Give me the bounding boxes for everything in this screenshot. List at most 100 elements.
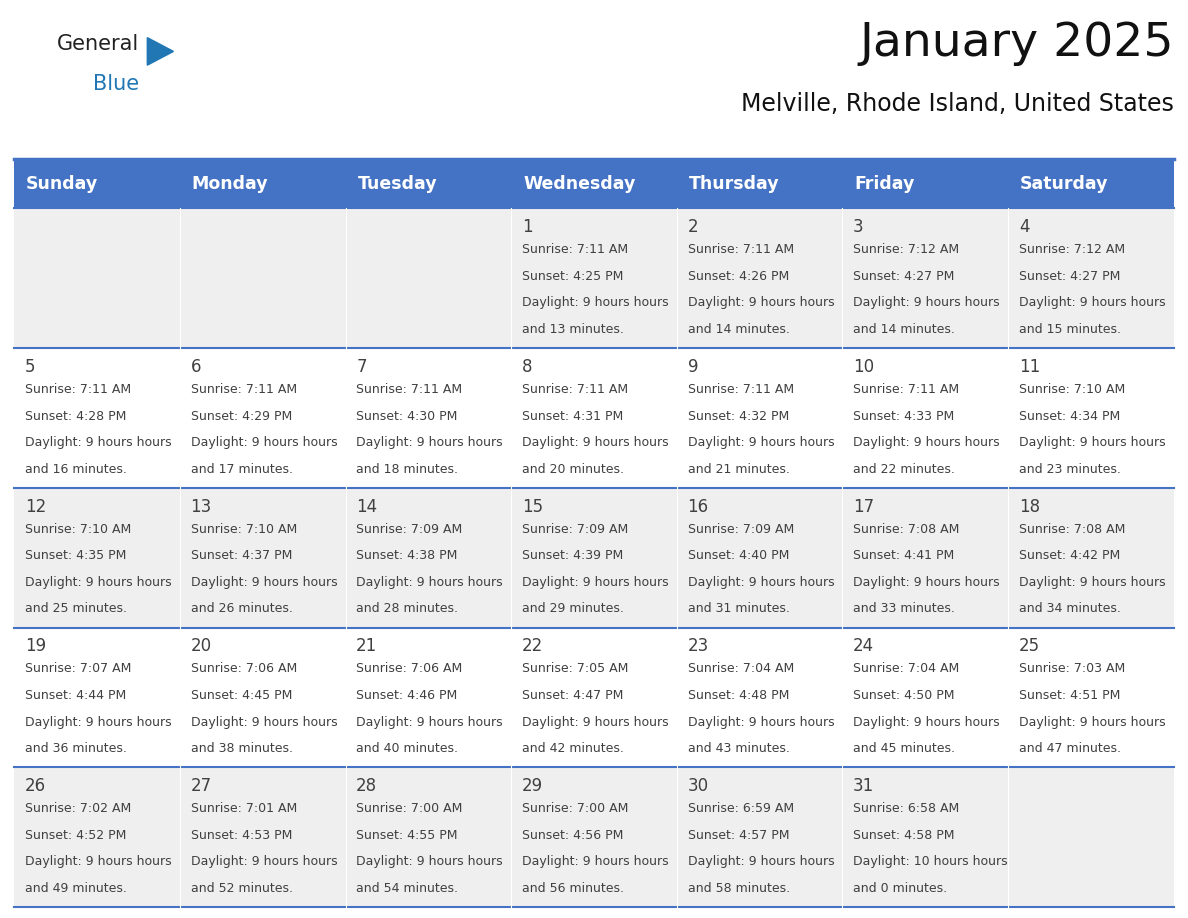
Text: Daylight: 9 hours hours: Daylight: 9 hours hours	[522, 436, 669, 449]
FancyBboxPatch shape	[179, 208, 346, 348]
Text: Sunset: 4:56 PM: Sunset: 4:56 PM	[522, 829, 624, 842]
Text: 21: 21	[356, 637, 378, 655]
Text: and 45 minutes.: and 45 minutes.	[853, 742, 955, 756]
Text: Sunrise: 7:01 AM: Sunrise: 7:01 AM	[190, 802, 297, 815]
Text: Daylight: 10 hours hours: Daylight: 10 hours hours	[853, 856, 1007, 868]
Text: Sunset: 4:50 PM: Sunset: 4:50 PM	[853, 689, 955, 702]
Text: Daylight: 9 hours hours: Daylight: 9 hours hours	[522, 856, 669, 868]
Text: and 43 minutes.: and 43 minutes.	[688, 742, 789, 756]
Text: and 0 minutes.: and 0 minutes.	[853, 882, 947, 895]
Text: 20: 20	[190, 637, 211, 655]
Text: Sunrise: 7:12 AM: Sunrise: 7:12 AM	[853, 243, 959, 256]
Text: Sunset: 4:32 PM: Sunset: 4:32 PM	[688, 409, 789, 422]
Text: 5: 5	[25, 358, 36, 375]
Text: Sunset: 4:35 PM: Sunset: 4:35 PM	[25, 549, 126, 563]
Text: 18: 18	[1019, 498, 1040, 516]
Text: Daylight: 9 hours hours: Daylight: 9 hours hours	[356, 576, 503, 588]
Text: Sunset: 4:30 PM: Sunset: 4:30 PM	[356, 409, 457, 422]
Text: Sunset: 4:57 PM: Sunset: 4:57 PM	[688, 829, 789, 842]
Text: Sunset: 4:42 PM: Sunset: 4:42 PM	[1019, 549, 1120, 563]
FancyBboxPatch shape	[677, 348, 842, 487]
Text: Daylight: 9 hours hours: Daylight: 9 hours hours	[522, 297, 669, 309]
FancyBboxPatch shape	[346, 487, 511, 628]
Text: and 49 minutes.: and 49 minutes.	[25, 882, 127, 895]
Text: Daylight: 9 hours hours: Daylight: 9 hours hours	[688, 297, 834, 309]
Text: and 36 minutes.: and 36 minutes.	[25, 742, 127, 756]
Text: and 56 minutes.: and 56 minutes.	[522, 882, 624, 895]
Text: 14: 14	[356, 498, 378, 516]
Text: Sunrise: 7:11 AM: Sunrise: 7:11 AM	[853, 383, 959, 396]
FancyBboxPatch shape	[1009, 159, 1174, 208]
Text: Sunset: 4:39 PM: Sunset: 4:39 PM	[522, 549, 624, 563]
Text: Sunrise: 7:10 AM: Sunrise: 7:10 AM	[25, 522, 131, 536]
FancyBboxPatch shape	[346, 348, 511, 487]
Text: Sunset: 4:46 PM: Sunset: 4:46 PM	[356, 689, 457, 702]
Text: 19: 19	[25, 637, 46, 655]
Text: Sunset: 4:27 PM: Sunset: 4:27 PM	[853, 270, 954, 283]
Text: and 52 minutes.: and 52 minutes.	[190, 882, 292, 895]
Text: Sunset: 4:51 PM: Sunset: 4:51 PM	[1019, 689, 1120, 702]
Text: Daylight: 9 hours hours: Daylight: 9 hours hours	[190, 715, 337, 729]
Text: Daylight: 9 hours hours: Daylight: 9 hours hours	[522, 576, 669, 588]
Text: and 58 minutes.: and 58 minutes.	[688, 882, 790, 895]
Text: Sunset: 4:31 PM: Sunset: 4:31 PM	[522, 409, 624, 422]
FancyBboxPatch shape	[677, 628, 842, 767]
Text: and 14 minutes.: and 14 minutes.	[853, 323, 955, 336]
Text: 30: 30	[688, 777, 708, 795]
Text: and 14 minutes.: and 14 minutes.	[688, 323, 789, 336]
Text: Daylight: 9 hours hours: Daylight: 9 hours hours	[1019, 576, 1165, 588]
Text: 12: 12	[25, 498, 46, 516]
Text: Daylight: 9 hours hours: Daylight: 9 hours hours	[356, 856, 503, 868]
Text: Sunrise: 7:08 AM: Sunrise: 7:08 AM	[1019, 522, 1125, 536]
Text: 3: 3	[853, 218, 864, 236]
Text: 22: 22	[522, 637, 543, 655]
Text: 11: 11	[1019, 358, 1040, 375]
FancyBboxPatch shape	[1009, 628, 1174, 767]
Text: Sunrise: 7:04 AM: Sunrise: 7:04 AM	[688, 663, 794, 676]
Text: and 15 minutes.: and 15 minutes.	[1019, 323, 1120, 336]
FancyBboxPatch shape	[677, 208, 842, 348]
Text: Friday: Friday	[854, 174, 915, 193]
FancyBboxPatch shape	[14, 767, 179, 907]
Text: Sunset: 4:34 PM: Sunset: 4:34 PM	[1019, 409, 1120, 422]
Text: Daylight: 9 hours hours: Daylight: 9 hours hours	[522, 715, 669, 729]
Text: Sunrise: 7:05 AM: Sunrise: 7:05 AM	[522, 663, 628, 676]
FancyBboxPatch shape	[14, 487, 179, 628]
Text: and 16 minutes.: and 16 minutes.	[25, 463, 127, 476]
Text: and 42 minutes.: and 42 minutes.	[522, 742, 624, 756]
Text: Saturday: Saturday	[1020, 174, 1108, 193]
Text: 6: 6	[190, 358, 201, 375]
FancyBboxPatch shape	[346, 208, 511, 348]
Text: Daylight: 9 hours hours: Daylight: 9 hours hours	[190, 436, 337, 449]
Text: Sunset: 4:58 PM: Sunset: 4:58 PM	[853, 829, 955, 842]
Text: Sunrise: 7:11 AM: Sunrise: 7:11 AM	[25, 383, 131, 396]
Text: Sunset: 4:44 PM: Sunset: 4:44 PM	[25, 689, 126, 702]
Text: Daylight: 9 hours hours: Daylight: 9 hours hours	[190, 576, 337, 588]
Text: Sunrise: 7:02 AM: Sunrise: 7:02 AM	[25, 802, 131, 815]
Text: 4: 4	[1019, 218, 1029, 236]
Text: Sunrise: 7:09 AM: Sunrise: 7:09 AM	[688, 522, 794, 536]
Text: 25: 25	[1019, 637, 1040, 655]
Text: Sunrise: 7:06 AM: Sunrise: 7:06 AM	[190, 663, 297, 676]
Text: Daylight: 9 hours hours: Daylight: 9 hours hours	[853, 715, 1000, 729]
Text: Sunrise: 7:04 AM: Sunrise: 7:04 AM	[853, 663, 960, 676]
Text: Sunrise: 7:08 AM: Sunrise: 7:08 AM	[853, 522, 960, 536]
Text: Sunrise: 6:58 AM: Sunrise: 6:58 AM	[853, 802, 960, 815]
Text: Sunrise: 7:11 AM: Sunrise: 7:11 AM	[190, 383, 297, 396]
Text: 10: 10	[853, 358, 874, 375]
Text: Daylight: 9 hours hours: Daylight: 9 hours hours	[190, 856, 337, 868]
Text: Sunset: 4:40 PM: Sunset: 4:40 PM	[688, 549, 789, 563]
FancyBboxPatch shape	[842, 487, 1009, 628]
Text: General: General	[57, 34, 139, 54]
Text: Daylight: 9 hours hours: Daylight: 9 hours hours	[1019, 297, 1165, 309]
FancyBboxPatch shape	[842, 159, 1009, 208]
Text: and 13 minutes.: and 13 minutes.	[522, 323, 624, 336]
Text: 13: 13	[190, 498, 211, 516]
Text: Wednesday: Wednesday	[523, 174, 636, 193]
FancyBboxPatch shape	[842, 628, 1009, 767]
FancyBboxPatch shape	[14, 208, 179, 348]
FancyBboxPatch shape	[14, 628, 179, 767]
Text: Sunrise: 7:09 AM: Sunrise: 7:09 AM	[356, 522, 462, 536]
Text: and 21 minutes.: and 21 minutes.	[688, 463, 789, 476]
Text: and 25 minutes.: and 25 minutes.	[25, 602, 127, 615]
